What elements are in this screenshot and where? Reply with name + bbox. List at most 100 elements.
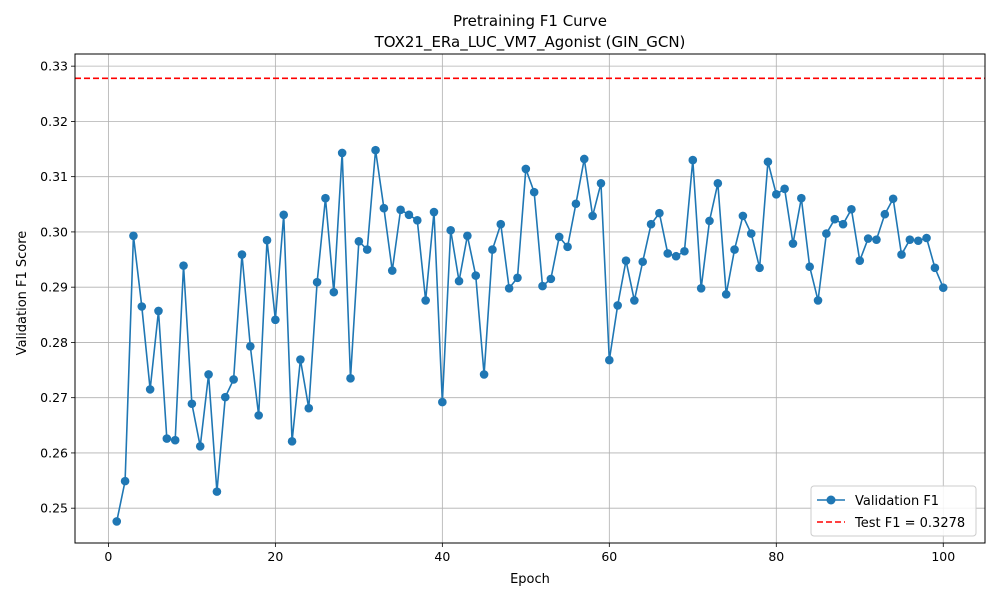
validation-f1-point	[847, 204, 856, 214]
validation-f1-line	[115, 149, 944, 522]
y-tick-label: 0.29	[40, 280, 68, 295]
validation-f1-point	[755, 263, 764, 273]
legend-validation-marker	[826, 495, 836, 505]
validation-f1-point	[913, 236, 923, 246]
validation-f1-point	[855, 256, 865, 265]
validation-f1-point	[354, 237, 364, 246]
validation-f1-point	[638, 257, 648, 267]
validation-f1-point	[521, 164, 531, 174]
x-tick-label: 20	[267, 549, 283, 564]
validation-f1-point	[137, 302, 147, 311]
validation-f1-point	[905, 235, 915, 244]
y-tick-label: 0.26	[40, 445, 68, 460]
validation-f1-point	[212, 487, 222, 496]
validation-f1-point	[880, 209, 890, 219]
validation-f1-point	[337, 148, 347, 158]
validation-f1-point	[863, 234, 873, 243]
legend-validation-label: Validation F1	[855, 494, 939, 509]
validation-f1-point	[371, 145, 380, 155]
x-tick-label: 100	[931, 549, 955, 564]
validation-f1-point	[412, 216, 422, 225]
validation-f1-point	[362, 245, 372, 254]
validation-f1-point	[179, 261, 188, 270]
validation-f1-point	[613, 301, 622, 310]
x-tick-label: 0	[104, 549, 112, 564]
validation-f1-point	[254, 411, 263, 420]
validation-f1-point	[546, 274, 556, 284]
y-tick-label: 0.25	[40, 501, 68, 516]
x-tick-label: 80	[768, 549, 784, 564]
validation-f1-point	[496, 219, 506, 229]
chart-title: Pretraining F1 Curve	[453, 12, 607, 30]
validation-f1-point	[730, 245, 739, 254]
validation-f1-point	[513, 273, 522, 283]
validation-f1-point	[554, 232, 564, 242]
validation-f1-point	[805, 262, 814, 272]
validation-f1-point	[938, 283, 948, 293]
validation-f1-point	[204, 370, 213, 379]
validation-f1-point	[312, 277, 322, 287]
validation-f1-point	[705, 216, 714, 226]
validation-f1-point	[471, 271, 481, 280]
plot-area-frame	[74, 53, 986, 544]
validation-f1-point	[655, 208, 664, 218]
validation-f1-point	[112, 517, 122, 526]
validation-f1-point	[504, 283, 514, 293]
validation-f1-point	[220, 392, 230, 402]
validation-f1-point	[346, 374, 355, 383]
validation-f1-point	[187, 399, 197, 409]
validation-f1-point	[688, 155, 698, 165]
validation-f1-point	[379, 203, 389, 213]
validation-f1-point	[680, 246, 689, 256]
validation-f1-point	[271, 315, 280, 325]
validation-f1-point	[797, 193, 806, 203]
validation-f1-point	[872, 235, 881, 244]
validation-f1-point	[721, 290, 731, 299]
validation-f1-point	[746, 229, 756, 238]
validation-f1-point	[421, 296, 430, 305]
legend-test-label: Test F1 = 0.3278	[854, 516, 965, 531]
series-layer	[75, 77, 985, 526]
validation-f1-point	[446, 225, 455, 235]
validation-f1-point	[713, 178, 723, 188]
validation-f1-point	[438, 397, 447, 407]
validation-f1-point	[454, 276, 464, 286]
validation-f1-point	[329, 287, 339, 297]
validation-f1-point	[571, 199, 581, 209]
y-tick-label: 0.30	[40, 224, 68, 239]
x-axis-label: Epoch	[510, 572, 550, 587]
validation-f1-point	[738, 211, 748, 221]
validation-f1-point	[588, 211, 597, 221]
validation-f1-point	[621, 256, 631, 265]
validation-f1-point	[579, 154, 589, 164]
validation-f1-point	[287, 437, 297, 446]
validation-f1-point	[429, 207, 439, 217]
y-tick-label: 0.28	[40, 335, 68, 350]
validation-f1-point	[838, 219, 848, 229]
legend-box	[810, 485, 977, 537]
validation-f1-point	[813, 296, 823, 305]
validation-f1-point	[822, 229, 831, 238]
validation-f1-point	[145, 385, 155, 394]
validation-f1-point	[763, 157, 773, 167]
validation-f1-point	[830, 214, 840, 224]
chart-subtitle: TOX21_ERa_LUC_VM7_Agonist (GIN_GCN)	[374, 33, 686, 52]
validation-f1-point	[596, 178, 606, 188]
validation-f1-point	[170, 435, 180, 445]
validation-f1-point	[154, 306, 163, 316]
validation-f1-point	[162, 434, 172, 443]
validation-f1-point	[630, 296, 639, 305]
validation-f1-point	[646, 219, 656, 229]
y-tick-label: 0.32	[40, 114, 68, 129]
validation-f1-point	[321, 193, 330, 203]
validation-f1-point	[605, 355, 614, 365]
validation-f1-point	[237, 250, 247, 259]
validation-f1-point	[479, 370, 489, 379]
validation-f1-point	[529, 187, 539, 197]
validation-f1-point	[296, 355, 305, 364]
validation-f1-point	[120, 476, 130, 486]
validation-f1-point	[897, 250, 906, 259]
validation-f1-point	[463, 231, 472, 241]
validation-f1-point	[922, 233, 931, 243]
